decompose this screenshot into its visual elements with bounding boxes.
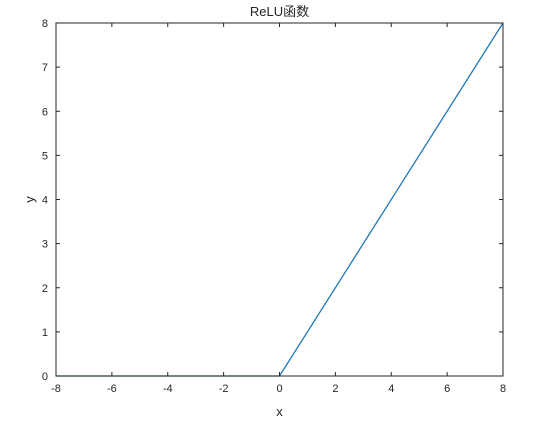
y-tick-label: 6 <box>42 106 48 118</box>
x-tick-label: 8 <box>500 383 506 395</box>
y-tick-label: 4 <box>42 195 48 207</box>
y-tick-label: 5 <box>42 150 48 162</box>
x-tick-label: 6 <box>444 383 450 395</box>
y-tick-label: 2 <box>42 283 48 295</box>
y-tick-label: 0 <box>42 371 48 383</box>
y-tick-label: 8 <box>42 18 48 30</box>
y-ticks: 0 1 2 3 4 5 6 7 8 <box>42 18 503 383</box>
x-tick-label: -2 <box>219 383 229 395</box>
plot-area <box>56 23 503 376</box>
x-tick-label: 4 <box>388 383 394 395</box>
y-tick-label: 1 <box>42 327 48 339</box>
x-tick-label: 0 <box>276 383 282 395</box>
y-axis-label: y <box>22 196 37 203</box>
chart-title: ReLU函数 <box>250 4 309 19</box>
x-tick-label: -4 <box>163 383 173 395</box>
x-ticks: -8 -6 -4 -2 0 2 4 6 8 <box>51 23 506 395</box>
y-tick-label: 7 <box>42 62 48 74</box>
x-tick-label: 2 <box>332 383 338 395</box>
x-tick-label: -6 <box>107 383 117 395</box>
x-tick-label: -8 <box>51 383 61 395</box>
x-axis-label: x <box>276 404 283 419</box>
y-tick-label: 3 <box>42 239 48 251</box>
